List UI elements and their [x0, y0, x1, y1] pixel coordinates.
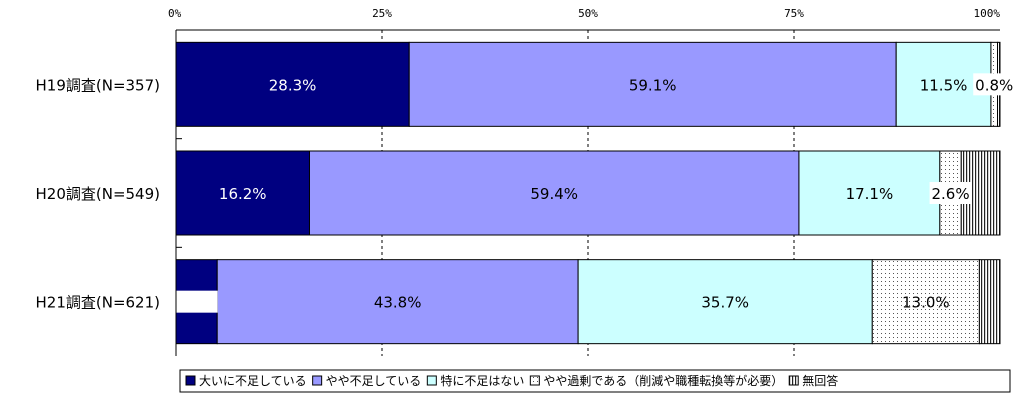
- legend-box: [179, 369, 1011, 393]
- category-label: H21調査(N=621): [36, 294, 161, 312]
- legend-swatch: [312, 375, 323, 386]
- value-labels: 28.3% 59.1% 11.5% 0.8% 16.2% 59.4% 17.1% 2.6% 5.…: [175, 73, 1016, 313]
- x-tick-label: 50%: [578, 7, 598, 20]
- category-label: H19調査(N=357): [36, 76, 161, 94]
- bar-segment: [798, 150, 941, 236]
- legend-swatch: [426, 375, 437, 386]
- value-label: 35.7%: [701, 294, 749, 312]
- value-label: 28.3%: [269, 76, 317, 94]
- value-label: 0.8%: [975, 76, 1013, 94]
- legend-label: 大いに不足している: [199, 374, 307, 388]
- legend: 大いに不足している やや不足している 特に不足はない やや過剰である（削減や職種転換等…: [179, 369, 1011, 393]
- value-label: 13.0%: [902, 294, 950, 312]
- bar-segment: [175, 41, 410, 127]
- value-label: 11.5%: [920, 76, 968, 94]
- value-label: 59.4%: [530, 185, 578, 203]
- legend-swatch: [529, 375, 540, 386]
- legend-swatch: [185, 375, 196, 386]
- bar-segment: [978, 259, 1001, 345]
- legend-swatch: [788, 375, 799, 386]
- value-label: 59.1%: [629, 76, 677, 94]
- value-label-background: [929, 182, 972, 204]
- legend-label: 特に不足はない: [440, 373, 524, 388]
- legend-label: やや不足している: [326, 374, 422, 388]
- axes: 0% 25% 50% 75% 100% H19調査(N=357) H20調査(N=549) H…: [36, 7, 1001, 356]
- value-label: 16.2%: [219, 185, 267, 203]
- value-label: 2.6%: [932, 185, 970, 203]
- x-tick-label: 100%: [974, 7, 1001, 20]
- value-label: 5.0%: [178, 294, 216, 312]
- bar-segment: [960, 150, 1001, 236]
- bar-segment: [308, 150, 800, 236]
- x-tick-label: 0%: [168, 7, 182, 20]
- legend-label: やや過剰である（削減や職種転換等が必要）: [543, 373, 783, 388]
- value-label: 17.1%: [846, 185, 894, 203]
- bar-segment: [408, 41, 897, 127]
- legend-label: 無回答: [802, 373, 838, 388]
- category-label: H20調査(N=549): [36, 185, 161, 203]
- bar-segment: [577, 259, 873, 345]
- x-tick-label: 25%: [372, 7, 392, 20]
- bars: [175, 41, 1001, 345]
- bar-segment: [216, 259, 579, 345]
- value-label: 43.8%: [374, 294, 422, 312]
- value-label-background: [175, 290, 218, 313]
- value-label-background: [973, 73, 1016, 96]
- x-tick-label: 75%: [784, 7, 804, 20]
